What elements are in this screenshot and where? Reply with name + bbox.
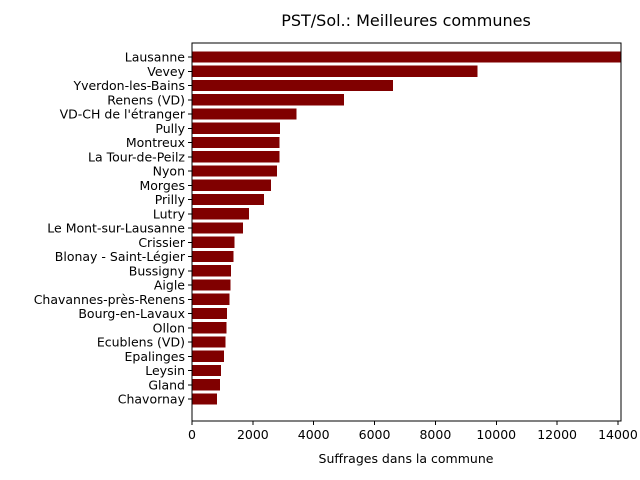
bar-3 xyxy=(192,94,345,106)
bar-16 xyxy=(192,279,231,291)
y-tick-label-21: Epalinges xyxy=(125,349,186,364)
bar-1 xyxy=(192,65,478,77)
bar-22 xyxy=(192,364,221,377)
bar-20 xyxy=(192,336,226,348)
x-axis-ticks: 0 2000 4000 6000 8000 10000 12000 14000 xyxy=(188,421,638,442)
y-tick-label-12: Le Mont-sur-Lausanne xyxy=(47,221,185,236)
bar-2 xyxy=(192,79,393,92)
y-tick-label-7: La Tour-de-Peilz xyxy=(88,149,185,164)
y-tick-label-13: Crissier xyxy=(138,235,186,250)
bar-9 xyxy=(192,179,272,191)
y-tick-label-20: Ecublens (VD) xyxy=(97,335,185,350)
y-tick-label-1: Vevey xyxy=(147,64,185,79)
y-tick-label-23: Gland xyxy=(148,377,185,392)
bar-8 xyxy=(192,165,277,177)
bar-0 xyxy=(192,51,621,63)
x-tick-label-3: 6000 xyxy=(359,427,391,442)
chart-title: PST/Sol.: Meilleures communes xyxy=(281,11,531,30)
x-tick-label-1: 2000 xyxy=(237,427,269,442)
x-axis-label: Suffrages dans la commune xyxy=(319,451,494,466)
x-tick-label-4: 8000 xyxy=(419,427,451,442)
y-tick-label-0: Lausanne xyxy=(125,50,186,65)
bar-23 xyxy=(192,379,220,391)
bar-6 xyxy=(192,136,280,149)
bar-13 xyxy=(192,236,235,248)
bar-19 xyxy=(192,322,227,334)
y-tick-label-6: Montreux xyxy=(126,135,185,150)
bar-4 xyxy=(192,108,297,120)
bar-5 xyxy=(192,122,281,134)
bar-12 xyxy=(192,222,244,234)
bar-14 xyxy=(192,250,234,263)
x-tick-label-7: 14000 xyxy=(598,427,638,442)
bar-15 xyxy=(192,265,231,277)
y-tick-label-16: Aigle xyxy=(154,278,185,293)
y-tick-label-19: Ollon xyxy=(153,320,185,335)
y-tick-label-15: Bussigny xyxy=(129,263,186,278)
x-tick-label-0: 0 xyxy=(188,427,196,442)
bar-18 xyxy=(192,307,227,320)
x-tick-label-5: 10000 xyxy=(476,427,516,442)
bar-10 xyxy=(192,193,264,206)
bar-24 xyxy=(192,393,217,405)
y-tick-label-18: Bourg-en-Lavaux xyxy=(78,306,185,321)
y-tick-label-4: VD-CH de l'étranger xyxy=(60,107,186,122)
bar-17 xyxy=(192,293,230,305)
y-tick-label-24: Chavornay xyxy=(118,392,186,407)
x-tick-label-2: 4000 xyxy=(298,427,330,442)
plot-frame xyxy=(191,42,622,422)
bar-11 xyxy=(192,208,250,220)
y-tick-label-10: Prilly xyxy=(155,192,186,207)
y-tick-label-5: Pully xyxy=(155,121,185,136)
y-tick-label-2: Yverdon-les-Bains xyxy=(72,78,185,93)
y-tick-label-14: Blonay - Saint-Légier xyxy=(55,249,186,264)
y-tick-label-9: Morges xyxy=(140,178,186,193)
x-tick-label-6: 12000 xyxy=(537,427,577,442)
bar-21 xyxy=(192,350,224,362)
y-tick-label-11: Lutry xyxy=(153,206,186,221)
y-tick-label-22: Leysin xyxy=(145,363,185,378)
y-tick-label-8: Nyon xyxy=(153,164,185,179)
bar-7 xyxy=(192,151,280,163)
y-tick-label-3: Renens (VD) xyxy=(107,92,185,107)
y-tick-label-17: Chavannes-près-Renens xyxy=(34,292,185,307)
bars-group xyxy=(192,51,621,405)
